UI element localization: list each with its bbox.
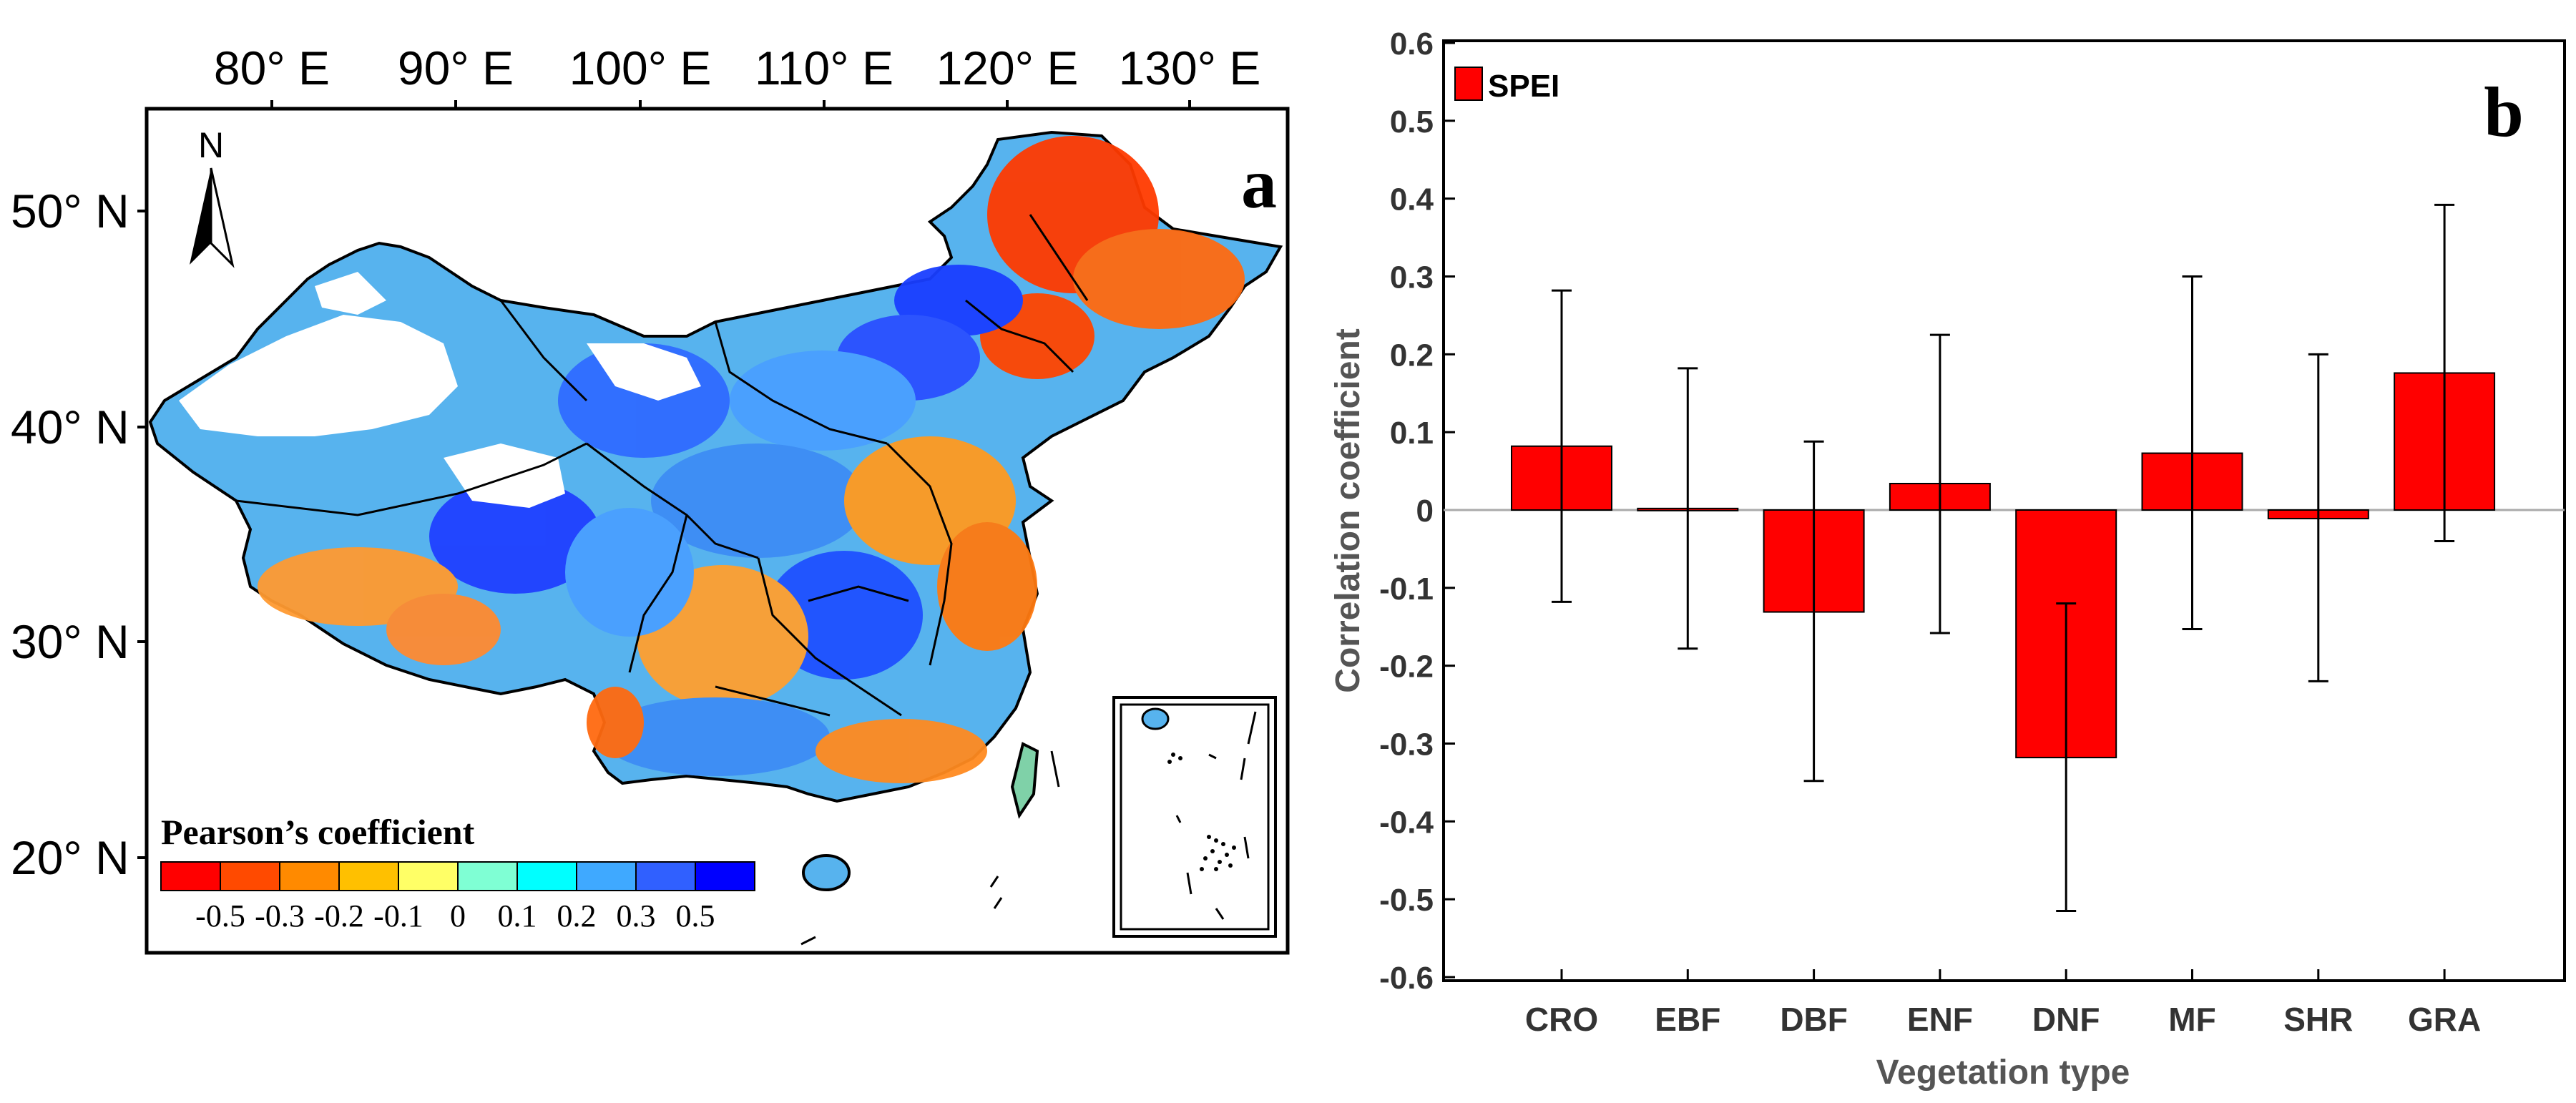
y-tick-label: 0.2 [1390, 338, 1434, 373]
china-correlation-map [148, 130, 1283, 803]
legend-tick-label: -0.5 [195, 898, 245, 933]
y-tick-label: 0.1 [1390, 416, 1434, 451]
lon-tick-130e: 130° E [1119, 41, 1261, 94]
legend-tick-label: 0 [450, 898, 466, 933]
y-tick-label: -0.1 [1379, 572, 1434, 607]
x-tick-label-dbf: DBF [1780, 1001, 1848, 1038]
lon-tick-80e: 80° E [214, 41, 330, 94]
legend-swatch-4 [398, 861, 459, 891]
x-tick-label-enf: ENF [1907, 1001, 1973, 1038]
legend-tick-label: -0.3 [255, 898, 305, 933]
legend-swatch-9 [695, 861, 755, 891]
legend-swatch-8 [635, 861, 696, 891]
y-tick-label: 0.4 [1390, 182, 1434, 217]
y-tick-label: -0.2 [1379, 649, 1434, 685]
x-tick-label-cro: CRO [1525, 1001, 1598, 1038]
legend-tick-label: 0.5 [676, 898, 715, 933]
x-tick-label-mf: MF [2168, 1001, 2215, 1038]
y-tick-label: -0.4 [1379, 805, 1434, 840]
panel-a-map: 80° E 90° E 100° E 110° E 120° E 130° E … [11, 41, 1290, 955]
hainan-island [802, 854, 851, 891]
taiwan-island [1010, 742, 1039, 819]
legend-swatch-2 [279, 861, 340, 891]
lon-tick-100e: 100° E [569, 41, 712, 94]
y-tick-label: 0.5 [1390, 104, 1434, 139]
legend-tick-labels: -0.5 -0.3 -0.2 -0.1 0 0.1 0.2 0.3 0.5 [195, 898, 715, 933]
legend-swatch-6 [516, 861, 577, 891]
x-tick-label-ebf: EBF [1655, 1001, 1720, 1038]
x-tick-label-gra: GRA [2408, 1001, 2481, 1038]
lon-tick-110e: 110° E [755, 41, 893, 94]
panel-a-label: a [1241, 144, 1277, 223]
y-tick-label: -0.6 [1379, 961, 1434, 996]
lon-tick-120e: 120° E [936, 41, 1079, 94]
y-tick-label: 0.3 [1390, 260, 1434, 295]
y-tick-label: -0.5 [1379, 883, 1434, 918]
lat-tick-40n: 40° N [11, 401, 129, 454]
legend-label-spei: SPEI [1488, 69, 1559, 104]
lat-tick-30n: 30° N [11, 615, 129, 668]
north-arrow-icon [190, 167, 235, 268]
lat-tick-50n: 50° N [11, 185, 129, 237]
legend-title: Pearson’s coefficient [161, 812, 475, 852]
legend-swatch-5 [457, 861, 518, 891]
legend-swatch-0 [160, 861, 221, 891]
legend-colorbar [160, 861, 755, 891]
x-tick-label-shr: SHR [2283, 1001, 2353, 1038]
y-tick-label: 0 [1416, 494, 1434, 529]
legend-tick-label: 0.2 [557, 898, 597, 933]
y-tick-label: -0.3 [1379, 727, 1434, 763]
lon-tick-90e: 90° E [398, 41, 514, 94]
y-tick-label: 0.6 [1390, 26, 1434, 62]
legend-tick-label: 0.3 [617, 898, 656, 933]
legend-tick-label: 0.1 [498, 898, 537, 933]
y-axis-label: Correlation coefficient [1329, 328, 1367, 692]
x-tick-label-dnf: DNF [2032, 1001, 2100, 1038]
south-china-sea-inset [1112, 696, 1277, 938]
legend-tick-label: -0.2 [314, 898, 364, 933]
panel-b-chart: 0.6 0.5 0.4 0.3 0.2 0.1 0 -0.1 -0.2 -0.3 -0.4 -0.5 -… [1329, 26, 2566, 1092]
error-bars [1552, 203, 2455, 912]
legend-swatch-spei [1454, 67, 1483, 101]
panel-b-label: b [2484, 72, 2524, 152]
x-axis-ticks: CRO EBF DBF ENF DNF MF SHR GRA [1525, 969, 2481, 1038]
legend-swatch-3 [338, 861, 399, 891]
north-label: N [198, 125, 224, 165]
x-axis-label: Vegetation type [1876, 1054, 2130, 1092]
lat-tick-20n: 20° N [11, 831, 129, 884]
y-axis-ticks: 0.6 0.5 0.4 0.3 0.2 0.1 0 -0.1 -0.2 -0.3 -0.4 -0.5 -… [1379, 26, 1455, 996]
legend-tick-label: -0.1 [373, 898, 423, 933]
legend-swatch-1 [220, 861, 280, 891]
legend-swatch-7 [576, 861, 637, 891]
